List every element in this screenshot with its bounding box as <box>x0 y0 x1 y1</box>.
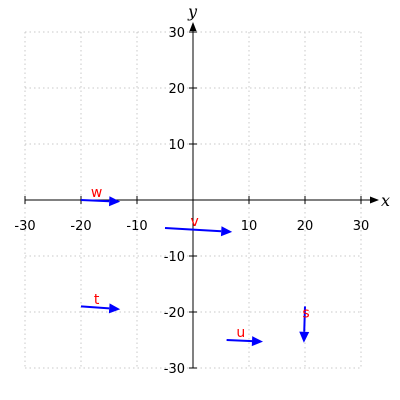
y-tick-label: -10 <box>164 250 185 265</box>
x-axis-label: x <box>381 191 390 210</box>
y-tick-label: -20 <box>164 306 185 321</box>
axes: x y <box>25 2 390 368</box>
vector-t: t <box>80 292 121 314</box>
vector-shaft <box>164 227 222 233</box>
vector-shaft <box>303 306 306 332</box>
vector-arrowhead <box>108 196 121 207</box>
vectors: w v t u s <box>80 185 310 347</box>
vector-shaft <box>80 199 110 203</box>
vector-u: u <box>226 325 263 347</box>
y-tick-label: -30 <box>164 362 185 377</box>
x-axis-arrowhead <box>370 196 379 204</box>
x-tick-label: 30 <box>353 219 370 234</box>
y-axis-label: y <box>187 2 198 21</box>
vector-arrowhead <box>220 226 233 237</box>
vector-v: v <box>164 214 233 237</box>
y-tick-label: 10 <box>168 138 185 153</box>
vector-shaft <box>226 339 253 343</box>
x-tick-label: -10 <box>126 219 147 234</box>
x-tick-label: -30 <box>14 219 35 234</box>
vector-shaft <box>80 305 110 310</box>
x-tick-label: -20 <box>70 219 91 234</box>
y-axis-arrowhead <box>189 22 197 31</box>
vector-label: w <box>91 185 102 201</box>
vector-arrowhead <box>108 303 121 314</box>
y-tick-label: 30 <box>168 26 185 41</box>
y-tick-label: 20 <box>168 82 185 97</box>
vector-arrowhead <box>299 331 310 343</box>
vector-w: w <box>80 185 121 207</box>
vector-label: v <box>190 214 198 230</box>
vector-label: u <box>236 325 245 341</box>
vector-label: t <box>94 292 100 308</box>
x-tick-label: 10 <box>241 219 258 234</box>
vector-s: s <box>299 305 310 343</box>
ticks: -30 -20 -10 10 20 30 -30 -20 -10 10 20 30 <box>14 26 369 377</box>
x-tick-label: 20 <box>297 219 314 234</box>
vector-label: s <box>302 305 309 321</box>
vector-arrowhead <box>251 336 263 347</box>
